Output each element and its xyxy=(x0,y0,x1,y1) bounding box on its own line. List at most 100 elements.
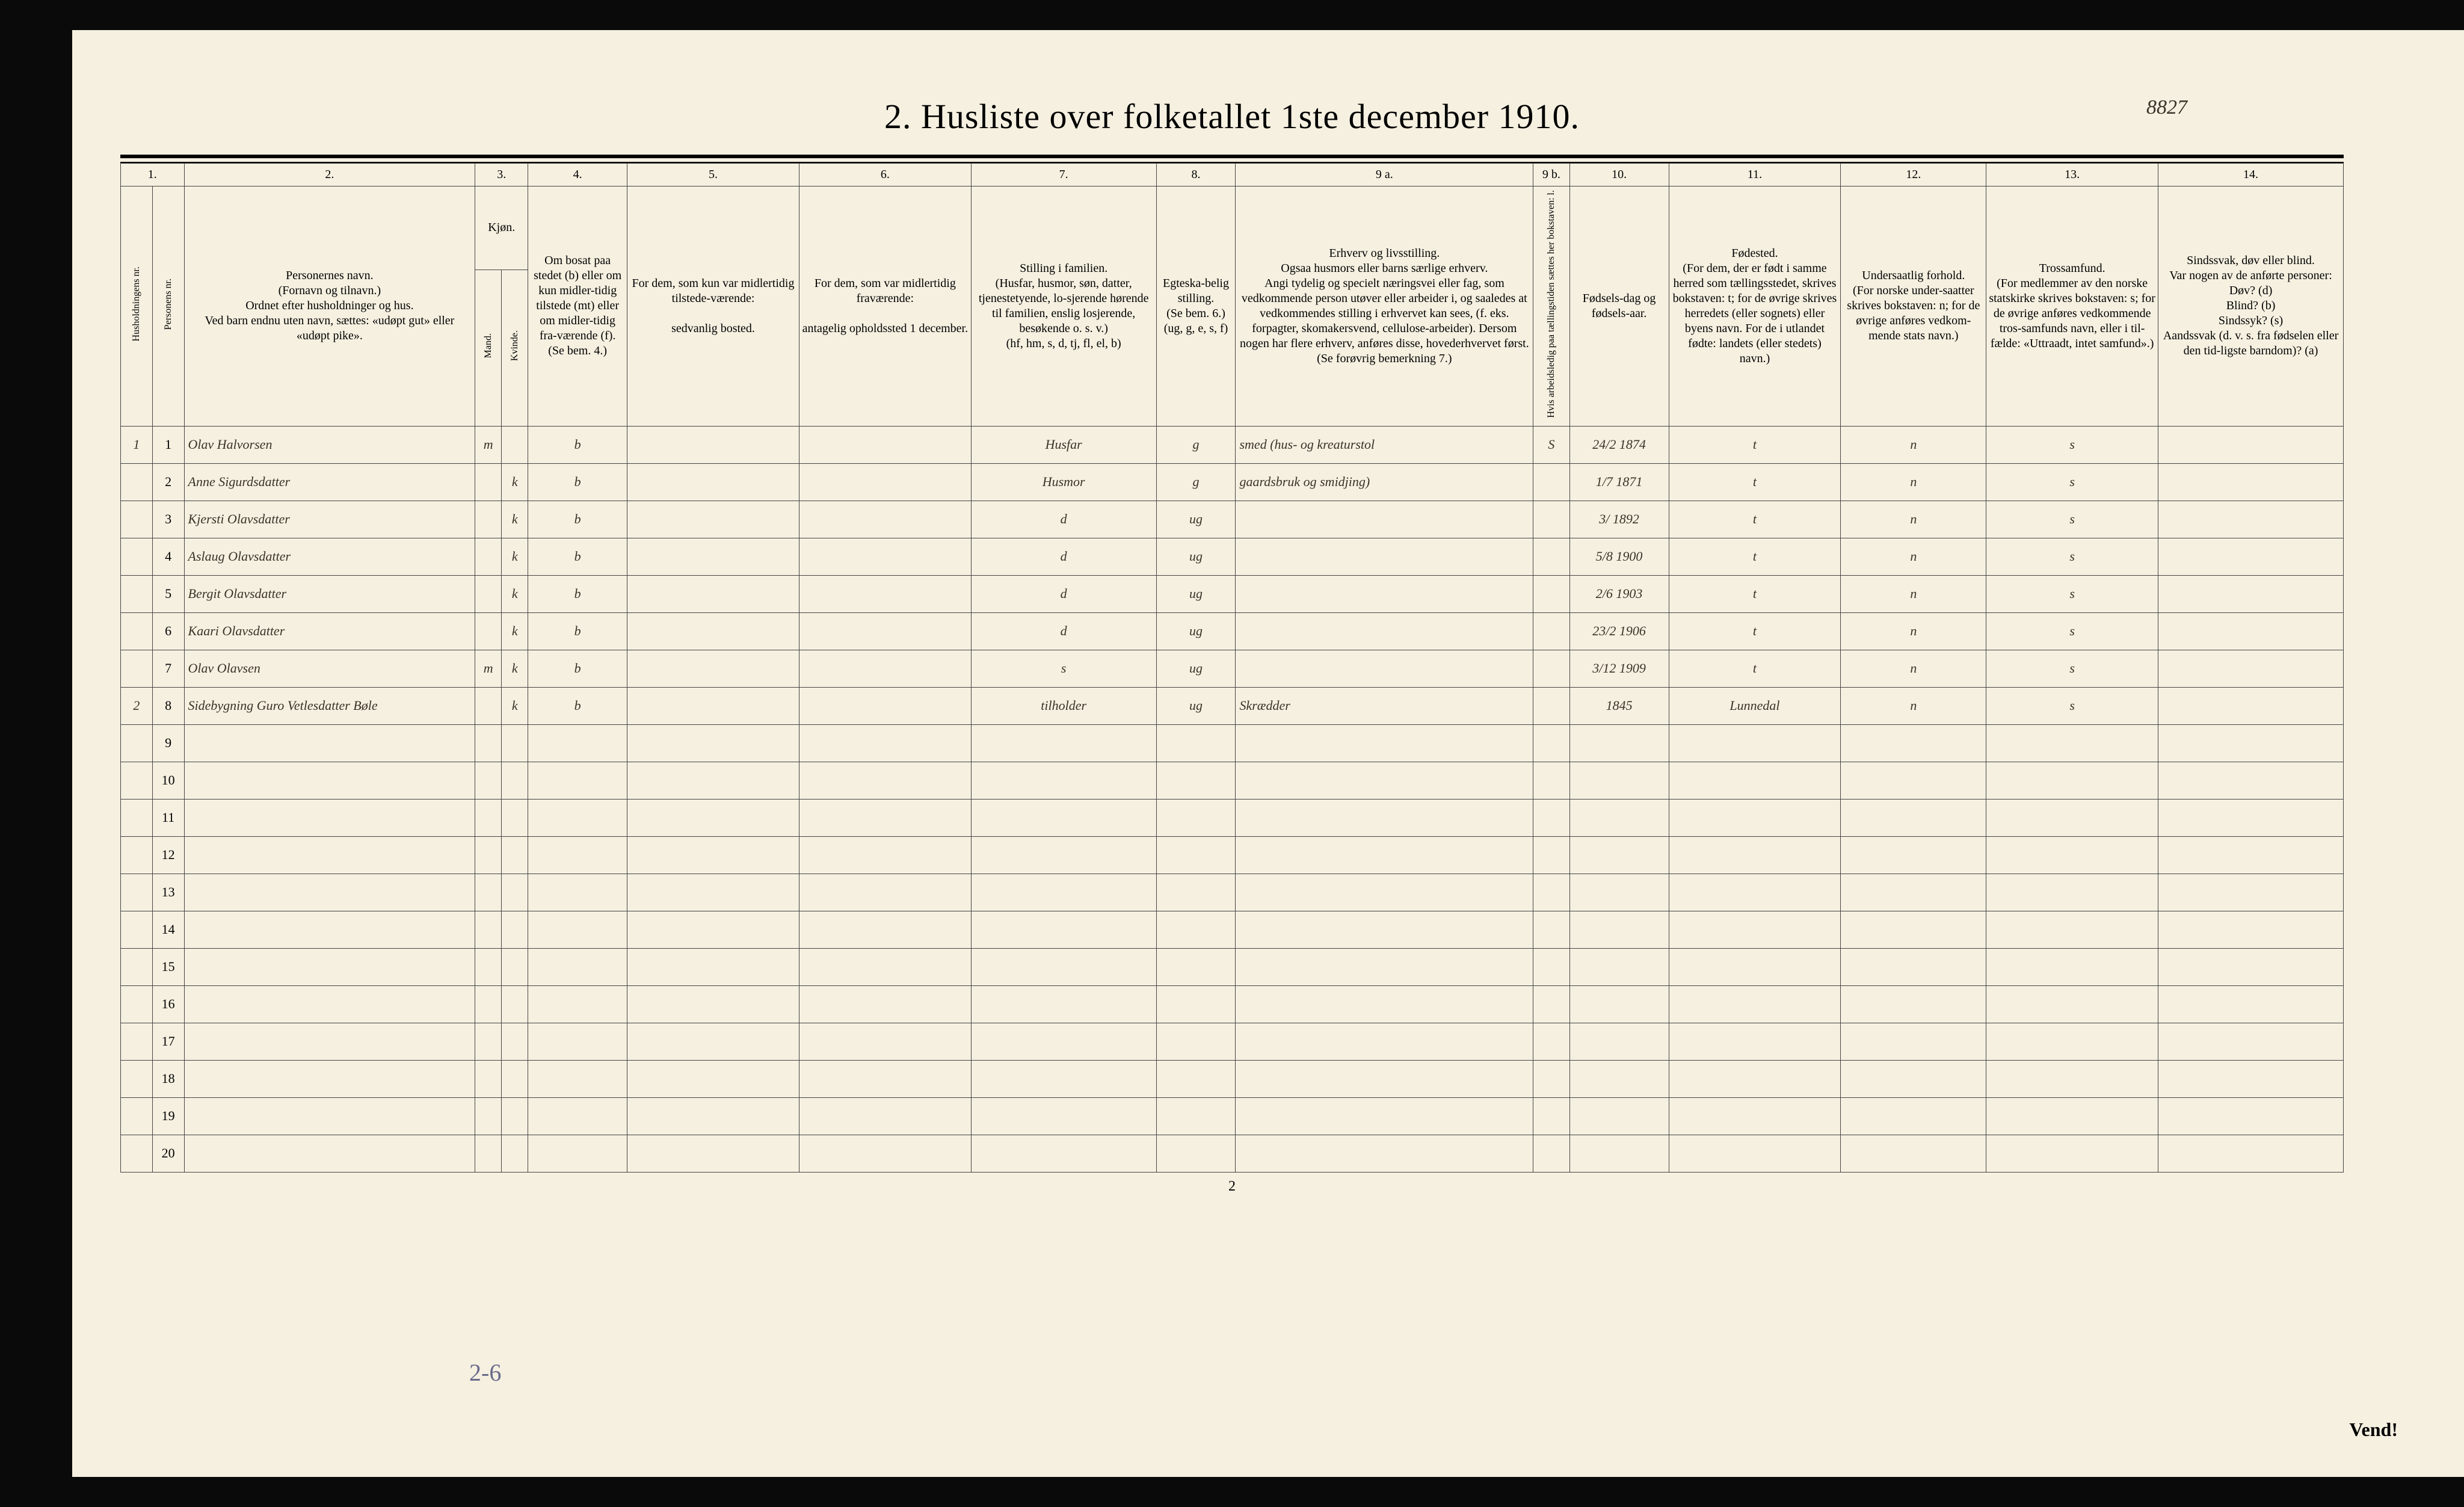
cell-blank xyxy=(528,1135,627,1172)
cell-blank xyxy=(1569,1097,1669,1135)
cell-blank xyxy=(627,911,799,948)
cell-c5 xyxy=(627,575,799,612)
cell-blank xyxy=(1533,1135,1569,1172)
cell-blank xyxy=(184,985,475,1023)
cell-c6 xyxy=(799,687,971,724)
cell-rel: s xyxy=(1986,426,2158,463)
table-row: 6Kaari Olavsdatterkbdug23/2 1906tns xyxy=(121,612,2344,650)
cell-fam: d xyxy=(971,612,1156,650)
hdr-sex-k: Kvinde. xyxy=(502,270,528,426)
cell-dob: 1/7 1871 xyxy=(1569,463,1669,501)
cell-blank xyxy=(971,1023,1156,1060)
cell-blank xyxy=(1533,1023,1569,1060)
scan-border-bottom xyxy=(0,1477,2464,1507)
cell-blank xyxy=(1841,1023,1986,1060)
cell-blank xyxy=(502,762,528,799)
cell-blank xyxy=(1533,948,1569,985)
cell-blank xyxy=(1669,874,1841,911)
cell-blank xyxy=(627,948,799,985)
cell-blank xyxy=(627,1060,799,1097)
cell-led: S xyxy=(1533,426,1569,463)
cell-blank xyxy=(184,836,475,874)
cell-blank xyxy=(184,799,475,836)
colnum-7: 7. xyxy=(971,164,1156,186)
cell-blank xyxy=(971,1135,1156,1172)
cell-blank xyxy=(1156,836,1236,874)
cell-pn: 15 xyxy=(152,948,184,985)
cell-blank xyxy=(1156,948,1236,985)
cell-occ xyxy=(1236,575,1533,612)
cell-blank xyxy=(799,874,971,911)
cell-blank xyxy=(799,1135,971,1172)
cell-blank xyxy=(528,799,627,836)
cell-blank xyxy=(502,836,528,874)
hdr-dob: Fødsels-dag og fødsels-aar. xyxy=(1569,186,1669,427)
cell-blank xyxy=(2158,724,2344,762)
cell-blank xyxy=(1533,911,1569,948)
cell-blank xyxy=(1986,799,2158,836)
cell-blank xyxy=(1236,948,1533,985)
cell-nat: n xyxy=(1841,575,1986,612)
table-row: 16 xyxy=(121,985,2344,1023)
table-row: 15 xyxy=(121,948,2344,985)
cell-led xyxy=(1533,463,1569,501)
cell-res: b xyxy=(528,538,627,575)
hdr-sex: Kjøn. xyxy=(475,186,528,270)
census-page: 2. Husliste over folketallet 1ste decemb… xyxy=(0,0,2464,1507)
cell-name: Sidebygning Guro Vetlesdatter Bøle xyxy=(184,687,475,724)
cell-c6 xyxy=(799,426,971,463)
cell-dob: 2/6 1903 xyxy=(1569,575,1669,612)
cell-blank xyxy=(1669,1060,1841,1097)
hdr-mar: Egteska-belig stilling. (Se bem. 6.) (ug… xyxy=(1156,186,1236,427)
cell-blank xyxy=(1569,1060,1669,1097)
cell-nat: n xyxy=(1841,538,1986,575)
cell-blank xyxy=(1986,911,2158,948)
cell-blank xyxy=(528,762,627,799)
cell-c6 xyxy=(799,575,971,612)
cell-blank xyxy=(799,724,971,762)
cell-blank xyxy=(1986,1135,2158,1172)
cell-hh xyxy=(121,874,153,911)
cell-res: b xyxy=(528,575,627,612)
cell-mar: g xyxy=(1156,426,1236,463)
cell-blank xyxy=(971,985,1156,1023)
colnum-4: 4. xyxy=(528,164,627,186)
cell-blank xyxy=(1533,985,1569,1023)
cell-blank xyxy=(528,911,627,948)
cell-name: Olav Halvorsen xyxy=(184,426,475,463)
cell-blank xyxy=(799,1097,971,1135)
cell-pn: 12 xyxy=(152,836,184,874)
cell-pn: 14 xyxy=(152,911,184,948)
cell-blank xyxy=(1841,836,1986,874)
cell-c14 xyxy=(2158,463,2344,501)
cell-dob: 3/ 1892 xyxy=(1569,501,1669,538)
table-body: 11Olav HalvorsenmbHusfargsmed (hus- og k… xyxy=(121,426,2344,1172)
cell-blank xyxy=(528,985,627,1023)
cell-hh xyxy=(121,538,153,575)
cell-blank xyxy=(1569,799,1669,836)
cell-dob: 3/12 1909 xyxy=(1569,650,1669,687)
scan-border-left xyxy=(0,0,72,1507)
cell-name: Olav Olavsen xyxy=(184,650,475,687)
cell-res: b xyxy=(528,650,627,687)
cell-pn: 5 xyxy=(152,575,184,612)
cell-blank xyxy=(1669,1097,1841,1135)
cell-blank xyxy=(1569,911,1669,948)
cell-pn: 2 xyxy=(152,463,184,501)
cell-hh: 1 xyxy=(121,426,153,463)
cell-hh xyxy=(121,1060,153,1097)
cell-pn: 9 xyxy=(152,724,184,762)
cell-occ: Skrædder xyxy=(1236,687,1533,724)
cell-sex-k: k xyxy=(502,463,528,501)
hdr-rel: Trossamfund. (For medlemmer av den norsk… xyxy=(1986,186,2158,427)
cell-blank xyxy=(627,724,799,762)
cell-blank xyxy=(1669,911,1841,948)
cell-sex-m xyxy=(475,612,502,650)
cell-rel: s xyxy=(1986,501,2158,538)
colnum-8: 8. xyxy=(1156,164,1236,186)
cell-pn: 10 xyxy=(152,762,184,799)
cell-pn: 11 xyxy=(152,799,184,836)
cell-pn: 4 xyxy=(152,538,184,575)
rule-top-thick xyxy=(120,155,2344,158)
cell-blank xyxy=(1156,762,1236,799)
